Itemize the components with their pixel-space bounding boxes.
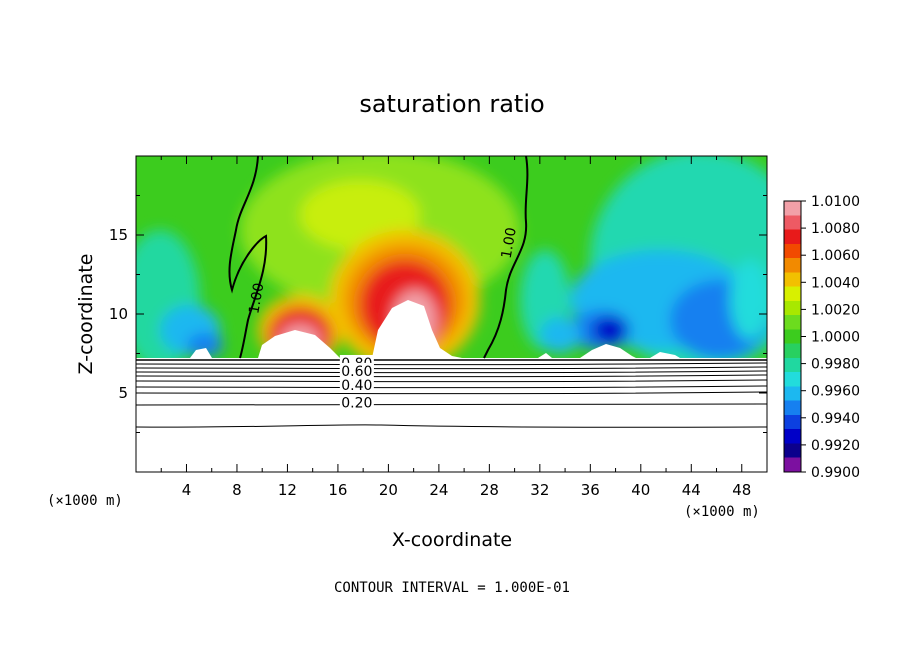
colorbar-label: 1.0080 [811,221,860,237]
contour-label-bg [339,362,374,378]
lower-contours [135,359,768,428]
contour-label: 1.00 [246,282,267,315]
x-tick-label: 8 [232,481,242,499]
x-tick-label: 44 [682,481,701,499]
contour-label-text: 0.40 [341,378,372,394]
y-tick-label: 10 [109,305,128,323]
x-tick-label: 48 [732,481,751,499]
contour-label-text: 1.00 [246,282,267,315]
contour-label-text: 1.00 [499,226,520,259]
contour-line-1-00-left [228,155,268,359]
contour-label: 0.40 [339,377,374,394]
x-tick-label: 40 [631,481,650,499]
colorbar-label: 1.0000 [811,330,860,346]
x-tick-label: 24 [429,481,448,499]
x-tick-label: 12 [278,481,297,499]
colorbar-fill [784,201,801,472]
x-tick-label: 32 [530,481,549,499]
x-tick-label: 28 [480,481,499,499]
x-unit-right: (×1000 m) [684,504,760,520]
x-axis: 4 8 12 16 20 24 28 32 36 40 44 48 [160,156,751,499]
contour-label-bg [339,394,374,410]
field-blobs [136,156,767,358]
colorbar-labels: 1.0100 1.0080 1.0060 1.0040 1.0020 1.0000 0.99… [801,194,860,481]
colorbar-label: 1.0060 [811,248,860,264]
contour-label-text: 0.60 [341,364,372,380]
colorbar-label: 1.0040 [811,275,860,291]
contour-labels: 1.001.000.800.600.400.20 [246,226,520,411]
x-tick-label: 16 [328,481,347,499]
colorbar-label: 0.9960 [811,384,860,400]
y-tick-label: 5 [118,384,128,402]
chart-title: saturation ratio [359,90,544,118]
contour-label: 0.60 [339,362,374,380]
x-unit-left: (×1000 m) [47,493,123,509]
colorbar-label: 1.0020 [811,302,860,318]
contour-label: 1.00 [499,226,520,259]
contour-interval-note: CONTOUR INTERVAL = 1.000E-01 [334,580,570,596]
heatmap-field [136,156,767,358]
contour-label-bg [339,377,374,393]
y-axis: 5 10 15 [109,195,767,433]
y-tick-label: 15 [109,226,128,244]
contour-line-1-00-right [483,155,529,359]
colorbar-label: 0.9900 [811,465,860,481]
x-tick-label: 20 [379,481,398,499]
colorbar-label: 0.9920 [811,438,860,454]
contour-label: 0.20 [339,394,374,411]
colorbar [783,200,802,473]
colorbar-label: 0.9940 [811,411,860,427]
x-tick-label: 36 [581,481,600,499]
y-axis-title: Z-coordinate [75,254,97,375]
colorbar-label: 1.0100 [811,194,860,210]
x-axis-title: X-coordinate [392,529,512,551]
x-tick-label: 4 [182,481,192,499]
contour-label-text: 0.20 [341,395,372,411]
colorbar-label: 0.9980 [811,357,860,373]
